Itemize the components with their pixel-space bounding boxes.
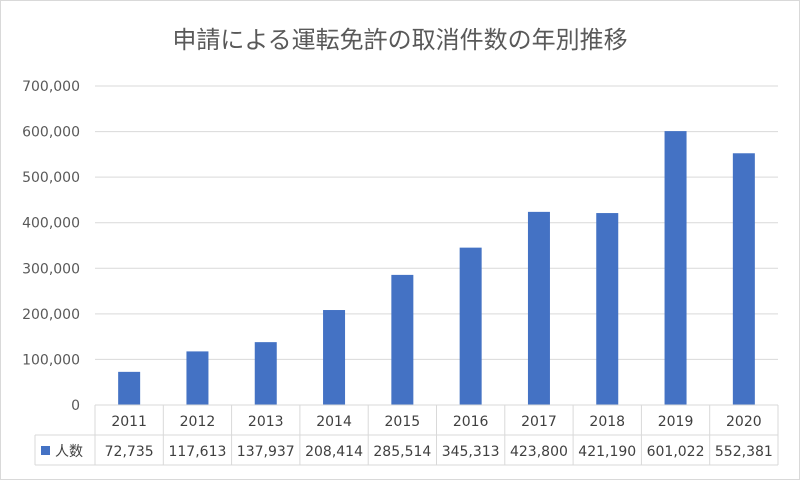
x-tick-label: 2013 (248, 414, 284, 430)
data-label: 345,313 (442, 444, 500, 460)
y-tick-label: 700,000 (22, 79, 80, 95)
bar-2013 (254, 342, 277, 405)
y-tick-label: 400,000 (22, 216, 80, 232)
bar-2014 (323, 310, 346, 405)
bar-2017 (527, 211, 550, 405)
bar-2018 (596, 213, 619, 405)
y-tick-label: 100,000 (22, 352, 80, 368)
bar-2019 (664, 131, 687, 405)
x-tick-label: 2015 (385, 414, 421, 430)
data-label: 423,800 (510, 444, 568, 460)
data-label: 208,414 (305, 444, 363, 460)
x-tick-label: 2018 (589, 414, 625, 430)
bars (118, 131, 755, 405)
x-tick-label: 2014 (316, 414, 352, 430)
x-tick-label: 2011 (111, 414, 147, 430)
bar-2015 (391, 274, 414, 405)
y-tick-label: 200,000 (22, 307, 80, 323)
y-tick-label: 300,000 (22, 261, 80, 277)
y-tick-label: 0 (71, 398, 80, 414)
y-axis-tick-labels: 0 100,000 200,000 300,000 400,000 500,000 600,… (22, 79, 80, 414)
bar-2011 (118, 371, 141, 405)
data-label: 117,613 (168, 444, 226, 460)
x-tick-label: 2019 (658, 414, 694, 430)
y-tick-label: 600,000 (22, 125, 80, 141)
y-tick-label: 500,000 (22, 170, 80, 186)
gridlines (95, 85, 778, 360)
x-tick-label: 2016 (453, 414, 489, 430)
bar-2012 (186, 351, 209, 405)
legend-swatch (41, 446, 50, 455)
x-tick-label: 2017 (521, 414, 557, 430)
x-tick-label: 2020 (726, 414, 762, 430)
data-label: 552,381 (715, 444, 773, 460)
data-label: 285,514 (373, 444, 431, 460)
data-table: 2011 72,735 2012 117,613 2013 137,937 2014 208,… (34, 404, 779, 466)
data-label: 72,735 (105, 444, 154, 460)
data-label: 601,022 (647, 444, 705, 460)
legend-label: 人数 (55, 444, 83, 460)
bar-2020 (732, 153, 755, 405)
bar-2016 (459, 247, 482, 405)
x-tick-label: 2012 (180, 414, 216, 430)
data-label: 421,190 (578, 444, 636, 460)
chart-title: 申請による運転免許の取消件数の年別推移 (172, 26, 627, 54)
data-label: 137,937 (237, 444, 295, 460)
